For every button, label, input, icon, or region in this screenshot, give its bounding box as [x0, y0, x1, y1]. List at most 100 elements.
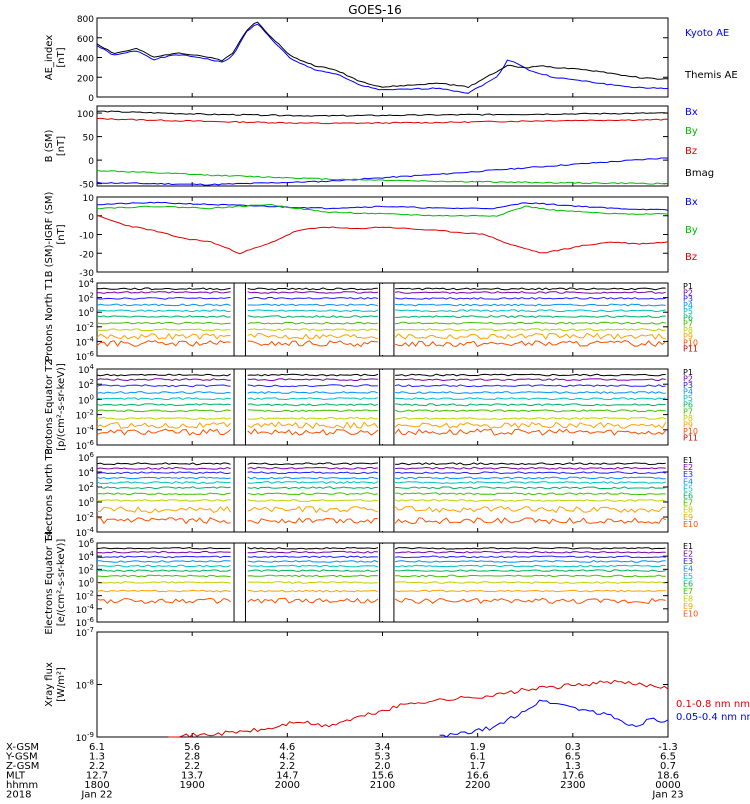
channel-line-e7	[96, 492, 666, 496]
channel-line-e4	[96, 476, 666, 480]
panel-frame	[96, 17, 669, 98]
x-tick-value: Jan 23	[651, 790, 683, 801]
channel-label-e4: E4	[683, 477, 693, 486]
x-tick-value: 2300	[560, 780, 585, 791]
channel-line-p4	[96, 391, 666, 395]
channel-label-e8: E8	[683, 506, 693, 515]
x-tick-value: 5.3	[375, 752, 391, 763]
x-row-label-y-gsm: Y-GSM	[5, 752, 38, 763]
y-tick-label: 100	[78, 577, 94, 590]
x-tick-value: 2.2	[89, 761, 105, 772]
legend-xray-0: 0.1-0.8 nm nm	[676, 699, 750, 710]
panel-frame	[96, 631, 669, 738]
channel-label-p9: P9	[683, 420, 693, 429]
x-tick-value: 2100	[370, 780, 395, 791]
y-tick-label: 10-2	[76, 511, 94, 524]
y-axis-unit: [nT]	[56, 47, 67, 67]
channel-label-e5: E5	[683, 484, 693, 493]
y-axis-label: Electrons North T3	[44, 448, 55, 541]
channel-label-e3: E3	[683, 557, 693, 566]
panel-3	[96, 196, 669, 273]
channel-line-e2	[96, 466, 666, 470]
channel-label-p6: P6	[683, 401, 693, 410]
channel-label-e10: E10	[683, 520, 698, 529]
x-tick-value: 1.9	[470, 742, 486, 753]
x-tick-value: 1.3	[89, 752, 105, 763]
x-tick-value: 16.6	[467, 771, 489, 782]
y-axis-unit: [p/(cm²-s-sr-keV)]	[56, 363, 67, 451]
chart-title: GOES-16	[348, 3, 402, 17]
y-axis-label: B (SM)	[44, 129, 55, 162]
y-tick-label: 0	[88, 213, 94, 223]
x-row-label-2018: 2018	[6, 790, 31, 801]
x-tick-value: 12.7	[86, 771, 108, 782]
x-row-label-z-gsm: Z-GSM	[6, 761, 39, 772]
channel-label-p4: P4	[683, 301, 693, 310]
y-tick-label: -50	[79, 181, 94, 191]
channel-line-e9	[96, 589, 666, 593]
y-tick-label: -30	[79, 269, 94, 279]
y-tick-label: 10-2	[76, 590, 94, 603]
panel-5	[96, 368, 669, 446]
channel-line-p6	[96, 403, 666, 407]
legend-themis-ae: Themis AE	[684, 70, 738, 81]
panel-8	[96, 631, 669, 738]
channel-line-p7	[96, 409, 666, 413]
y-tick-label: 10-6	[76, 350, 95, 363]
channel-line-e1	[96, 462, 666, 466]
y-tick-label: 0	[88, 157, 94, 167]
y-tick-label: 102	[78, 292, 94, 305]
y-axis-label: AE_index	[44, 35, 55, 81]
x-tick-value: 0.3	[565, 742, 581, 753]
x-tick-value: 3.4	[375, 742, 391, 753]
y-tick-label: 102	[78, 378, 94, 391]
channel-label-e7: E7	[683, 499, 693, 508]
x-tick-value: 4.6	[279, 742, 295, 753]
data-gap	[234, 284, 246, 355]
y-tick-label: 10-4	[76, 335, 95, 348]
channel-label-p1: P1	[683, 368, 693, 377]
channel-label-e1: E1	[683, 456, 693, 465]
channel-label-e2: E2	[683, 463, 693, 472]
data-gap	[234, 370, 246, 444]
channel-label-e4: E4	[683, 565, 693, 574]
legend-xray-1: 0.05-0.4 nm nm	[676, 712, 750, 723]
x-tick-value: 6.1	[470, 752, 486, 763]
y-tick-label: 102	[78, 563, 94, 576]
x-tick-value: 6.1	[89, 742, 105, 753]
y-axis-label: Xray flux	[44, 662, 55, 707]
x-tick-value: 5.6	[184, 742, 200, 753]
y-tick-label: 10	[83, 194, 95, 204]
channel-line-p8	[96, 416, 666, 420]
channel-line-e3	[96, 471, 666, 475]
y-tick-label: 600	[77, 35, 94, 45]
legend-kyoto-ae: Kyoto AE	[685, 28, 729, 39]
channel-label-e3: E3	[683, 470, 693, 479]
legend-bmag: Bmag	[685, 168, 714, 179]
channel-label-p6: P6	[683, 313, 693, 322]
channel-line-e5	[96, 481, 666, 484]
y-tick-label: 10-4	[76, 424, 95, 437]
channel-line-p6	[96, 315, 666, 319]
channel-line-e10	[96, 597, 666, 605]
channel-label-e6: E6	[683, 492, 693, 501]
y-tick-label: 10-9	[76, 731, 94, 744]
y-tick-label: 10-4	[76, 603, 95, 616]
channel-label-e5: E5	[683, 572, 693, 581]
y-axis-unit: [W/m²]	[56, 667, 67, 702]
y-tick-label: 10-4	[76, 526, 95, 539]
y-tick-label: 100	[78, 306, 94, 319]
channel-line-p5	[96, 309, 666, 313]
panel-7	[96, 542, 669, 623]
y-tick-label: 0	[88, 94, 94, 104]
channel-label-p10: P10	[683, 338, 698, 347]
channel-label-p3: P3	[683, 295, 693, 304]
series-line-bmag	[96, 110, 669, 117]
x-tick-value: 14.7	[276, 771, 298, 782]
panel-6	[96, 456, 669, 533]
y-tick-label: 400	[77, 55, 94, 65]
channel-line-p9	[96, 421, 667, 430]
channel-label-e10: E10	[683, 610, 698, 619]
series-line-bz	[96, 117, 669, 125]
